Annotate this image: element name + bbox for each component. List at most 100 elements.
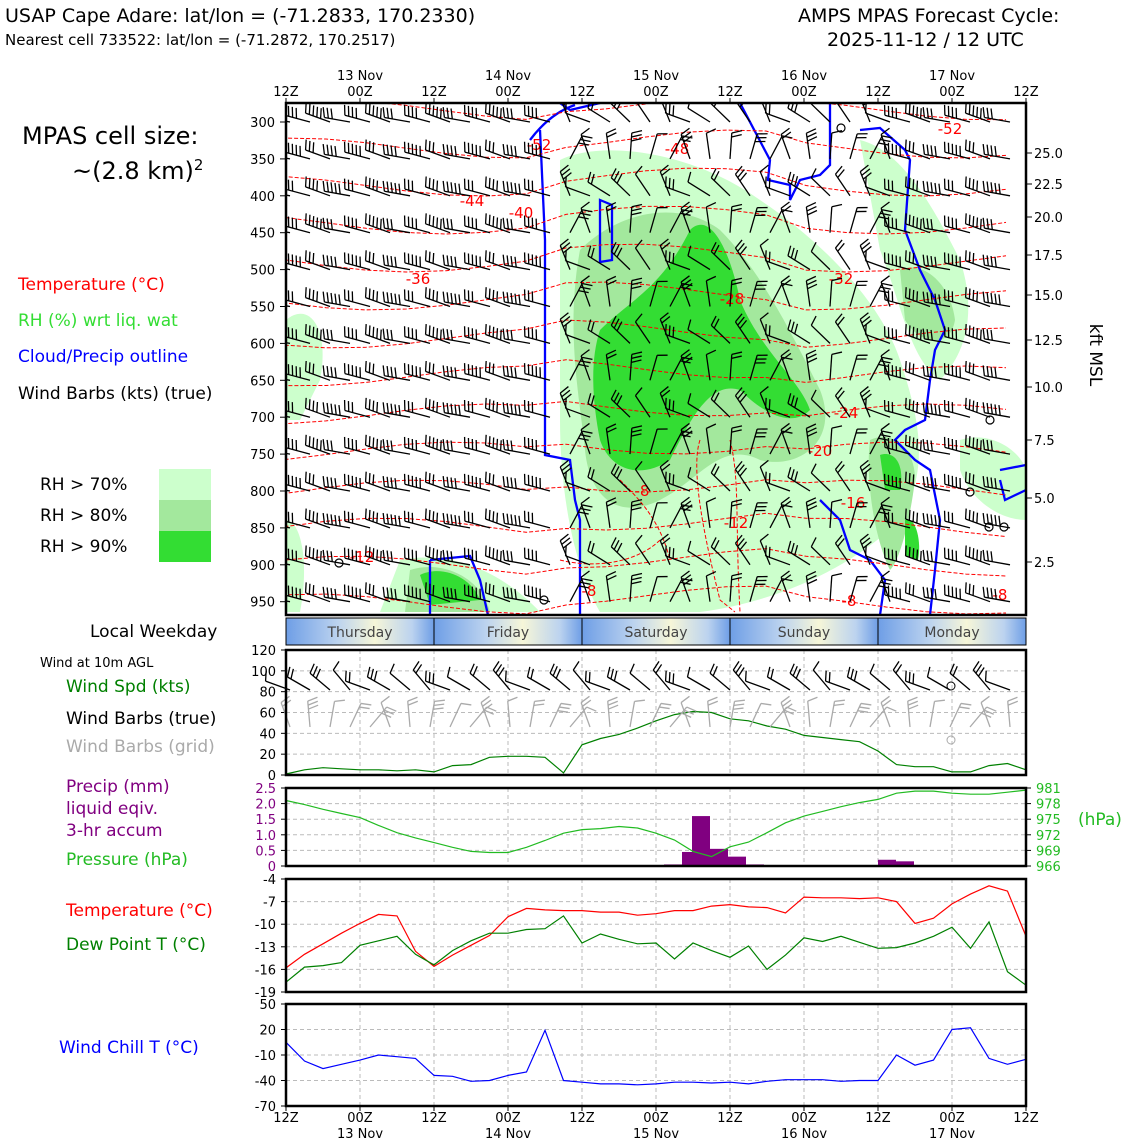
wind-barb-feather <box>562 172 572 180</box>
wind-barb-feather <box>432 400 435 412</box>
temp-panel-ytick-label: -13 <box>255 941 276 956</box>
wind-barb-feather <box>469 663 475 674</box>
wind-barb <box>587 255 611 271</box>
wind-barb <box>972 669 991 691</box>
wind-barb-feather <box>976 401 979 413</box>
wind-barb <box>765 407 791 418</box>
wind-barb-feather <box>782 500 792 508</box>
wind-barb-feather <box>782 430 793 434</box>
wind-barb <box>884 336 911 345</box>
wind-barb <box>729 575 733 602</box>
wind-barb <box>649 207 658 233</box>
wind-barb-feather <box>446 366 449 377</box>
wind-barb-feather <box>968 140 971 152</box>
wind-barb-feather <box>737 169 745 178</box>
wind-barb-feather <box>561 463 571 472</box>
wind-barb-feather <box>386 292 389 303</box>
wind-barb-feather <box>506 513 509 525</box>
wind-barb-feather <box>672 474 675 485</box>
wind-barb <box>425 223 451 234</box>
pressure-ytick-label: 978 <box>1036 798 1061 813</box>
wind-barb-feather <box>616 395 623 405</box>
wind-barb <box>810 398 831 418</box>
wind-barb-feather <box>916 438 919 450</box>
wind-barb-feather <box>859 706 870 710</box>
wind-barb-feather <box>930 292 933 304</box>
wind-barb-feather <box>919 329 922 341</box>
height-tick-label: 12.5 <box>1034 334 1063 349</box>
wind-barb-feather <box>880 286 891 290</box>
wind-barb-feather <box>450 588 453 599</box>
wind-barb <box>729 206 733 233</box>
wind-barb-feather <box>460 702 472 706</box>
wind-barb-feather <box>275 478 276 488</box>
wind-barb-feather <box>454 404 457 415</box>
wind-barb-feather <box>492 585 495 596</box>
wind-barb-feather <box>976 291 979 302</box>
wind-barb-feather <box>308 325 311 336</box>
wind-barb-feather <box>661 389 671 398</box>
wind-barb-feather <box>968 436 971 447</box>
top-date-label: 14 Nov <box>485 69 531 84</box>
wind-barb-feather <box>606 349 617 356</box>
wind-barb-feather <box>590 173 595 185</box>
wind-barb-feather <box>428 473 431 484</box>
wind-barb-feather <box>680 695 690 704</box>
wind-barb-feather <box>859 164 869 173</box>
pressure-label: Pressure (hPa) <box>66 850 188 870</box>
wind-barb-feather <box>634 699 645 703</box>
wind-barb <box>805 354 811 381</box>
wind-barb-feather <box>952 666 958 677</box>
wind-barb <box>464 557 491 566</box>
wind-barb-feather <box>326 439 329 451</box>
wind-barb-feather <box>590 395 595 406</box>
wind-barb-feather <box>330 108 333 119</box>
wind-barb <box>665 333 691 345</box>
wind-barb-feather <box>578 511 589 515</box>
wind-barb-feather <box>364 139 367 151</box>
wind-barb-feather <box>308 704 319 710</box>
wind-barb <box>849 207 858 233</box>
wind-barb-feather <box>390 366 393 378</box>
wind-barb <box>444 116 471 123</box>
wind-barb <box>944 372 971 381</box>
wind-barb <box>834 247 851 270</box>
wind-barb-feather <box>861 168 871 176</box>
bottom-date-label: 15 Nov <box>633 1127 679 1140</box>
wind-barb-feather <box>510 551 513 562</box>
wind-barb <box>924 559 951 566</box>
wind-barb <box>485 444 511 455</box>
wind-barb-feather <box>428 140 431 152</box>
wind-barb <box>984 522 1011 529</box>
pressure-tick-label: 550 <box>250 301 275 316</box>
wind-barb-feather <box>782 209 793 213</box>
wind-barb-feather <box>458 294 461 305</box>
wind-barb <box>829 280 833 307</box>
wind-barb <box>367 676 391 691</box>
wind-barb-feather <box>338 515 341 527</box>
wind-barb-feather <box>837 316 845 326</box>
cell-size-number: ~(2.8 km) <box>72 157 194 185</box>
wind-barb-feather <box>706 128 717 134</box>
wind-barb-feather <box>794 323 799 335</box>
wind-barb <box>605 354 611 381</box>
wind-barb-feather <box>344 670 347 682</box>
wind-barb-feather <box>734 313 743 323</box>
wind-barb-feather <box>562 319 572 328</box>
wind-barb-feather <box>930 145 933 156</box>
wind-barb-feather <box>492 474 495 485</box>
wind-barb-feather <box>312 474 315 485</box>
height-axis-label: kft MSL <box>1085 324 1105 387</box>
wind-barb-feather <box>768 473 771 484</box>
wind-barb-feather <box>964 582 967 593</box>
wind-barb-feather <box>668 104 671 115</box>
wind-barb <box>749 133 758 160</box>
wind-barb-feather <box>382 549 386 561</box>
wind-barb-feather <box>514 293 517 305</box>
wind-barb <box>305 481 331 492</box>
isotherm-label: -40 <box>509 204 534 222</box>
wind-barb-feather <box>290 668 294 680</box>
wind-barb-feather <box>308 251 311 263</box>
top-date-label: 16 Nov <box>781 69 827 84</box>
wind-barb-feather <box>319 218 322 230</box>
